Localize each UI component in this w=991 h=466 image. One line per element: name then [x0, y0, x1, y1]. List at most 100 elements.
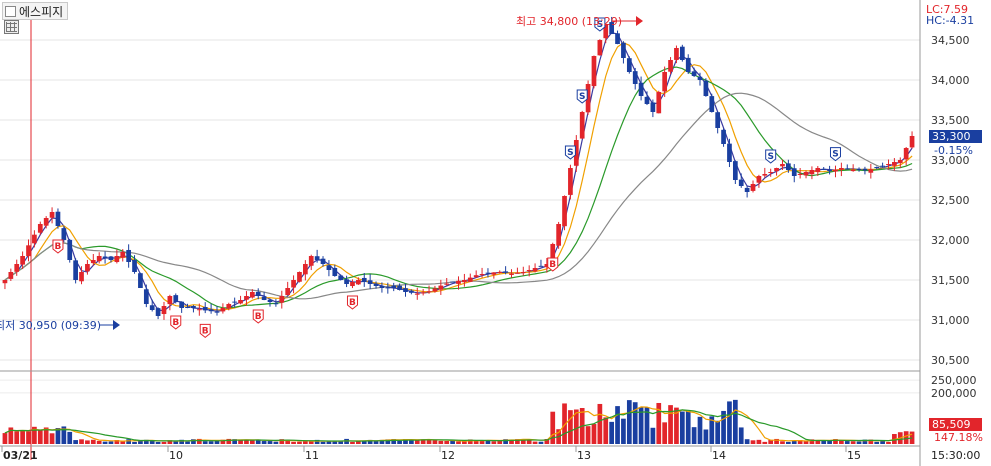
volume-bar — [833, 439, 838, 444]
volume-bar — [886, 441, 891, 444]
candle-body — [550, 244, 556, 266]
volume-bar — [850, 441, 856, 444]
buy-signal-marker: B — [346, 295, 358, 310]
x-tick-label: 12 — [441, 449, 455, 462]
high-label: 최고 34,800 (13:29) — [516, 15, 622, 28]
volume-bar — [520, 439, 526, 444]
candle-body — [173, 295, 179, 302]
y-tick-label: 30,500 — [931, 354, 970, 367]
volume-bar — [638, 407, 644, 444]
volume-bar — [703, 429, 709, 444]
volume-bar — [668, 405, 673, 444]
candle-body — [49, 212, 55, 218]
volume-bar — [285, 439, 291, 444]
candle-body — [302, 264, 308, 275]
signal-badge — [829, 147, 841, 162]
volume-bar — [279, 439, 285, 444]
grid-icon[interactable] — [4, 20, 19, 34]
candle-body — [862, 168, 868, 171]
candle-body — [43, 218, 49, 226]
candle-body — [509, 273, 514, 275]
candle-body — [738, 179, 744, 186]
volume-bar — [261, 441, 267, 444]
buy-signal-marker: B — [547, 257, 559, 272]
candle-body — [503, 271, 508, 273]
candle-body — [756, 176, 762, 183]
stock-selector[interactable]: 에스피지 — [2, 2, 69, 20]
candle-body — [638, 82, 644, 96]
volume-bar — [544, 439, 550, 444]
price-candles — [2, 16, 915, 320]
volume-bar — [302, 441, 308, 444]
candle-body — [155, 308, 161, 316]
candle-body — [827, 169, 832, 172]
candle-body — [391, 285, 397, 288]
candle-body — [2, 280, 8, 284]
volume-bar — [379, 439, 385, 444]
volume-bar — [797, 440, 803, 444]
signal-badge — [576, 89, 588, 104]
volume-bar — [420, 439, 426, 444]
volume-bar — [214, 440, 220, 444]
volume-bar — [314, 439, 320, 444]
volume-bar — [173, 441, 179, 444]
volume-tick-label: 250,000 — [931, 374, 977, 387]
candle-body — [37, 224, 43, 233]
candle-body — [709, 96, 715, 112]
volume-bar — [426, 439, 432, 444]
candle-body — [520, 272, 526, 273]
candle-body — [615, 33, 620, 44]
candle-body — [803, 172, 809, 176]
candle-body — [727, 143, 732, 162]
volume-bar — [526, 439, 532, 444]
candle-body — [14, 264, 20, 272]
volume-bar — [32, 426, 37, 444]
volume-bar — [774, 438, 779, 444]
volume-bar — [621, 418, 626, 444]
signal-badge — [564, 145, 576, 160]
candle-body — [26, 245, 31, 257]
volume-bar — [291, 441, 296, 444]
candle-body — [267, 299, 273, 302]
candle-body — [244, 296, 249, 300]
volume-bar — [632, 402, 638, 444]
candle-body — [367, 280, 373, 284]
candle-body — [361, 277, 367, 282]
candle-body — [326, 265, 332, 270]
candle-body — [379, 286, 385, 288]
y-tick-label: 33,500 — [931, 114, 970, 127]
volume-bar — [391, 439, 397, 444]
volume-bar — [102, 441, 108, 444]
candle-body — [414, 293, 420, 295]
volume-bar — [515, 439, 520, 444]
volume-bar — [756, 439, 762, 444]
candle-body — [850, 169, 856, 172]
y-tick-label: 31,500 — [931, 274, 970, 287]
candle-body — [191, 305, 196, 308]
sell-signal-marker: S — [594, 17, 606, 32]
lc-value: LC:7.59 — [926, 3, 969, 16]
candle-body — [202, 307, 208, 311]
candle-body — [532, 268, 538, 272]
current-volume-pct: 147.18% — [934, 431, 983, 444]
candle-body — [320, 258, 326, 264]
low-annotation: 최저 30,950 (09:39) — [0, 319, 120, 332]
volume-bar — [532, 441, 538, 444]
candle-body — [515, 272, 520, 274]
volume-bar — [444, 441, 450, 444]
volume-bar — [385, 439, 391, 444]
x-tick-label: 14 — [712, 449, 726, 462]
candle-body — [332, 267, 338, 276]
y-tick-label: 34,500 — [931, 34, 970, 47]
signal-letter: B — [55, 242, 62, 252]
signal-badge — [594, 17, 606, 32]
volume-bar — [161, 441, 167, 444]
volume-bar — [244, 440, 249, 444]
volume-bar — [467, 439, 473, 444]
volume-bar — [880, 440, 885, 444]
candle-body — [208, 309, 214, 312]
volume-bar — [132, 441, 137, 444]
volume-bar — [591, 424, 597, 444]
